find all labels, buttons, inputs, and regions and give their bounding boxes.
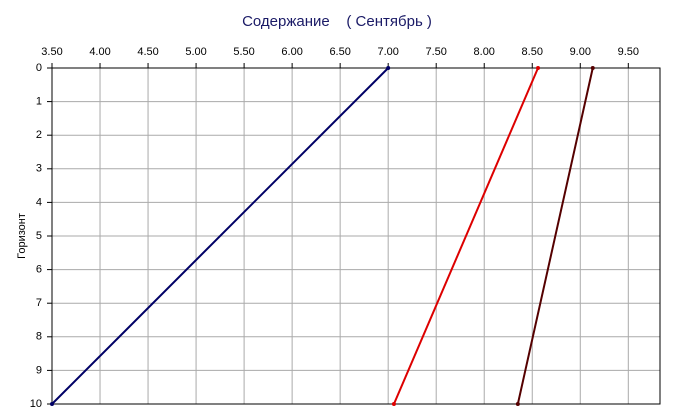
x-tick-label: 3.50	[41, 46, 62, 58]
x-tick-label: 7.00	[377, 46, 398, 58]
point	[536, 66, 541, 70]
x-tick-label: 6.50	[329, 46, 350, 58]
x-tick-label: 5.00	[185, 46, 206, 58]
y-tick-label: 0	[36, 62, 42, 74]
point	[386, 66, 391, 70]
x-tick-label: 4.00	[89, 46, 110, 58]
y-axis-label: Горизонт	[16, 213, 28, 259]
point	[590, 66, 595, 70]
x-tick-label: 8.00	[474, 46, 495, 58]
y-tick-label: 4	[36, 196, 42, 208]
x-tick-label: 9.00	[570, 46, 591, 58]
point	[50, 402, 54, 406]
y-tick-label: 2	[36, 129, 42, 141]
y-tick-label: 1	[36, 96, 42, 108]
point	[515, 402, 520, 406]
plot-frame	[51, 67, 661, 405]
chart-title: Содержание ( Сентябрь )	[242, 13, 432, 30]
x-tick-label: 8.50	[522, 46, 543, 58]
series-line	[51, 67, 389, 405]
x-tick-label: 6.00	[281, 46, 302, 58]
y-tick-label: 9	[36, 364, 42, 376]
point	[391, 402, 396, 406]
x-tick-label: 4.50	[137, 46, 158, 58]
y-tick-label: 8	[36, 331, 42, 343]
x-tick-label: 9.50	[618, 46, 639, 58]
series-line	[516, 67, 594, 405]
y-tick-label: 7	[36, 297, 42, 309]
x-tick-label: 7.50	[425, 46, 446, 58]
y-tick-label: 10	[30, 398, 42, 410]
y-tick-label: 6	[36, 264, 42, 276]
y-tick-label: 3	[36, 163, 42, 175]
series-line	[393, 67, 539, 405]
x-tick-label: 5.50	[233, 46, 254, 58]
y-tick-label: 5	[36, 230, 42, 242]
